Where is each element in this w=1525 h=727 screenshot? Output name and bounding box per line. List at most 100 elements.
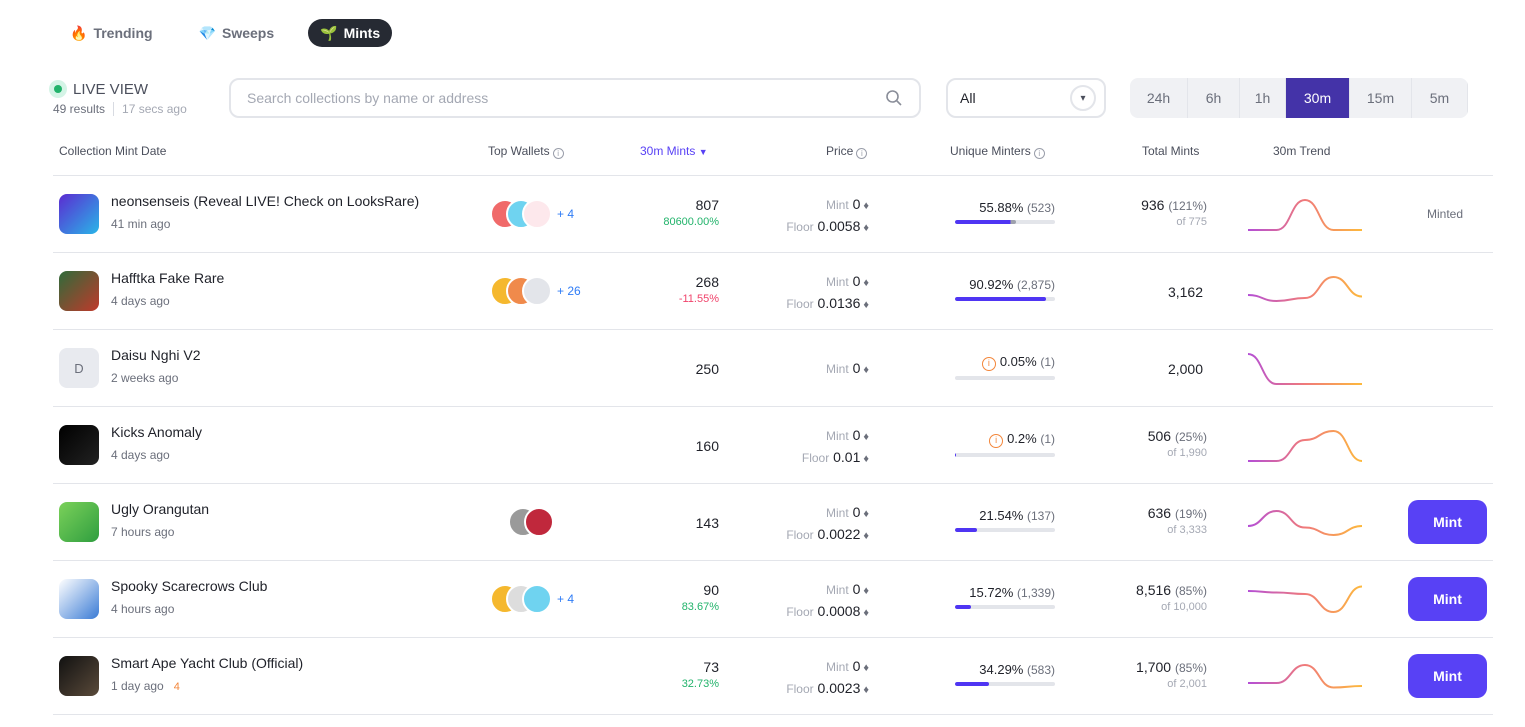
table-row[interactable]: Hafftka Fake Rare 4 days ago + 26 268 -11.55… <box>53 253 1493 330</box>
more-wallets-link[interactable]: + 26 <box>557 284 581 298</box>
collection-name[interactable]: Smart Ape Yacht Club (Official) <box>111 655 304 671</box>
more-wallets-link[interactable]: + 4 <box>557 207 575 221</box>
period-6h[interactable]: 6h <box>1188 78 1240 118</box>
warning-icon[interactable]: i <box>981 357 996 371</box>
collection-name[interactable]: Ugly Orangutan <box>111 501 210 517</box>
search-input[interactable] <box>247 90 885 106</box>
total-supply: of 3,333 <box>1167 524 1207 536</box>
table-row[interactable]: Kicks Anomaly 4 days ago 160 Mint 0 ♦ Floor 0… <box>53 407 1493 484</box>
total-supply: of 2,001 <box>1167 678 1207 690</box>
trend-line <box>1247 275 1363 303</box>
total-mints: 8,516 (85%) of 10,000 <box>1136 582 1207 613</box>
trend-sparkline <box>1247 353 1362 385</box>
search-icon[interactable] <box>885 89 903 107</box>
unique-minters-bar <box>955 376 1055 380</box>
mint-button[interactable]: Mint <box>1408 654 1487 698</box>
collection-avatar[interactable] <box>59 271 99 311</box>
unique-minters-count: (2,875) <box>1016 278 1055 292</box>
collection-name[interactable]: Kicks Anomaly <box>111 424 203 440</box>
unique-minters: 55.88% (523) <box>955 200 1055 224</box>
top-wallets[interactable] <box>508 506 554 538</box>
unique-minters-pct: 0.2% <box>1007 431 1037 446</box>
wallet-avatars <box>490 276 552 306</box>
unique-minters-text: 90.92% (2,875) <box>955 277 1055 292</box>
total-mints-line: 3,162 <box>1168 284 1203 300</box>
trend-line <box>1248 198 1362 231</box>
filter-select[interactable]: All ▾ <box>946 78 1106 118</box>
trend-line <box>1248 663 1363 689</box>
column-30m-mints-sorted[interactable]: 30m Mints ▼ <box>640 144 708 158</box>
warning-icon[interactable]: i <box>989 434 1004 448</box>
wallet-avatar[interactable] <box>522 584 552 614</box>
collection-mint-date: 1 day ago 4 <box>111 679 180 693</box>
tab-icon-sweeps: 💎 <box>198 24 216 41</box>
30m-mints: 73 32.73% <box>682 659 719 690</box>
mint-price-label: Mint <box>826 583 849 597</box>
floor-price-value: 0.0023 <box>817 680 861 696</box>
collection-avatar[interactable] <box>59 194 99 234</box>
more-wallets-link[interactable]: + 4 <box>557 592 575 606</box>
wallet-avatar[interactable] <box>524 507 554 537</box>
table-row[interactable]: D Daisu Nghi V2 2 weeks ago 250 Mint 0 ♦ i 0.05… <box>53 330 1493 407</box>
info-icon[interactable]: i <box>552 148 564 159</box>
trend-line <box>1247 509 1363 537</box>
period-24h[interactable]: 24h <box>1130 78 1188 118</box>
column-top-wallets-label: Top Wallets <box>488 144 550 158</box>
collection-avatar[interactable] <box>59 579 99 619</box>
unique-minters-bar <box>955 453 1055 457</box>
30m-mints: 250 <box>696 361 719 377</box>
total-mints: 3,162 <box>1168 284 1203 300</box>
table-row[interactable]: Spooky Scarecrows Club 4 hours ago + 4 90 83… <box>53 561 1493 638</box>
wallet-avatars <box>490 199 552 229</box>
period-30m[interactable]: 30m <box>1286 78 1350 118</box>
top-wallets[interactable]: + 26 <box>490 275 581 307</box>
floor-price-value: 0.0008 <box>817 603 861 619</box>
period-5m[interactable]: 5m <box>1412 78 1468 118</box>
table-row[interactable]: Ugly Orangutan 7 hours ago 143 Mint 0 ♦ Floor… <box>53 484 1493 561</box>
column-total-mints[interactable]: Total Mints <box>1142 144 1200 158</box>
period-1h[interactable]: 1h <box>1240 78 1286 118</box>
category-tabs: 🔥 Trending 💎 Sweeps 🌱 Mints <box>58 19 414 47</box>
collection-avatar[interactable]: D <box>59 348 99 388</box>
tab-trending[interactable]: 🔥 Trending <box>58 19 165 47</box>
eth-icon: ♦ <box>863 200 869 212</box>
mint-date: 1 day ago <box>111 679 164 693</box>
trend-line <box>1247 585 1363 614</box>
mint-button[interactable]: Mint <box>1408 500 1487 544</box>
collection-avatar[interactable] <box>59 502 99 542</box>
collection-avatar[interactable] <box>59 425 99 465</box>
info-icon[interactable]: i <box>856 148 868 159</box>
collection-name[interactable]: Spooky Scarecrows Club <box>111 578 268 594</box>
unique-minters-bar-fill <box>955 605 971 609</box>
mint-price-label: Mint <box>826 198 849 212</box>
collection-avatar[interactable] <box>59 656 99 696</box>
column-unique-minters[interactable]: Unique Minters i <box>950 144 1045 159</box>
table-row[interactable]: neonsenseis (Reveal LIVE! Check on Looks… <box>53 176 1493 253</box>
column-price[interactable]: Price i <box>826 144 868 159</box>
mint-change: 83.67% <box>681 601 719 613</box>
mint-date: 7 hours ago <box>111 525 175 539</box>
eth-icon: ♦ <box>863 684 869 696</box>
unique-minters-count: (137) <box>1026 509 1055 523</box>
info-icon[interactable]: i <box>1033 148 1045 159</box>
mint-change: 80600.00% <box>663 216 719 228</box>
chevron-down-icon[interactable]: ▾ <box>1070 85 1096 111</box>
search-box[interactable] <box>229 78 921 118</box>
collection-name[interactable]: neonsenseis (Reveal LIVE! Check on Looks… <box>111 193 420 209</box>
column-collection[interactable]: Collection Mint Date <box>59 144 167 158</box>
wallet-avatar[interactable] <box>522 199 552 229</box>
column-30m-mints-label: 30m Mints <box>640 144 696 158</box>
table-row[interactable]: Smart Ape Yacht Club (Official) 1 day ago… <box>53 638 1493 715</box>
top-wallets[interactable]: + 4 <box>490 198 574 230</box>
collection-name[interactable]: Hafftka Fake Rare <box>111 270 225 286</box>
eth-icon: ♦ <box>863 299 869 311</box>
period-15m[interactable]: 15m <box>1350 78 1412 118</box>
collection-name[interactable]: Daisu Nghi V2 <box>111 347 201 363</box>
mint-price: Mint 0 ♦ <box>786 502 869 524</box>
tab-mints[interactable]: 🌱 Mints <box>308 19 393 47</box>
top-wallets[interactable]: + 4 <box>490 583 574 615</box>
wallet-avatar[interactable] <box>522 276 552 306</box>
tab-sweeps[interactable]: 💎 Sweeps <box>187 19 287 47</box>
column-top-wallets[interactable]: Top Wallets i <box>488 144 564 159</box>
mint-button[interactable]: Mint <box>1408 577 1487 621</box>
